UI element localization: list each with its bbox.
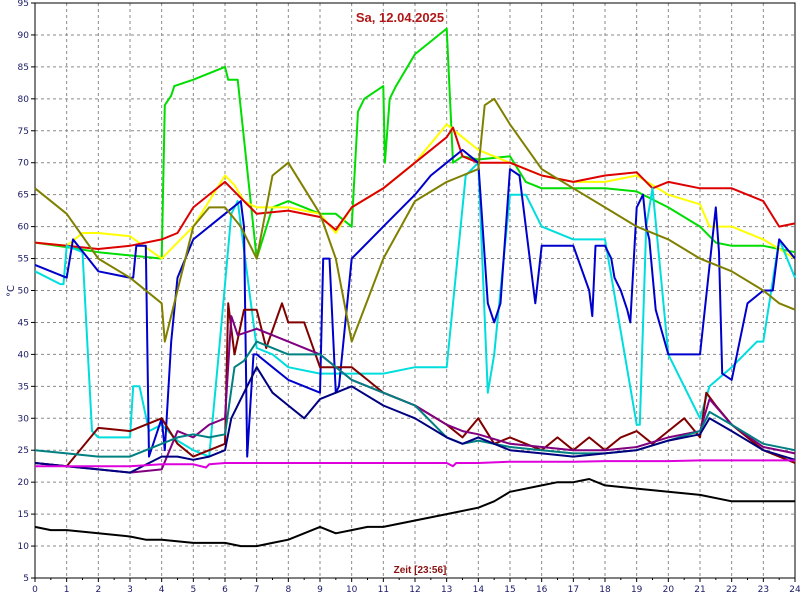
y-tick-label: 70 [18,159,30,169]
x-tick-label: 14 [473,585,485,595]
x-tick-label: 1 [64,585,70,595]
x-tick-label: 12 [409,585,420,595]
x-tick-label: 13 [441,585,452,595]
y-tick-label: 10 [18,542,30,552]
x-tick-label: 8 [285,585,291,595]
y-tick-label: 25 [18,446,29,456]
y-tick-label: 50 [18,287,30,297]
y-tick-label: 45 [18,318,29,328]
series-line-12 [34,478,795,548]
series-line-6 [34,97,796,343]
x-tick-label: 22 [726,585,737,595]
y-tick-label: 15 [18,510,29,520]
y-tick-label: 75 [18,127,29,137]
y-axis-label: °C [6,285,17,297]
series-line-10 [34,366,796,474]
x-tick-label: 15 [504,585,515,595]
x-tick-label: 24 [789,585,800,595]
x-tick-label: 20 [663,585,675,595]
x-tick-label: 0 [32,585,38,595]
axes [31,2,796,582]
series-line-11 [35,459,795,469]
x-tick-label: 9 [317,585,323,595]
x-tick-label: 5 [190,585,196,595]
x-tick-label: 7 [254,585,260,595]
x-tick-label: 21 [694,585,705,595]
y-tick-label: 95 [18,0,29,9]
chart-title: Sa, 12.04.2025 [356,10,444,25]
y-tick-label: 90 [18,31,30,41]
series-line-5 [34,148,796,458]
y-tick-label: 35 [18,382,29,392]
y-tick-label: 80 [18,95,30,105]
y-tick-label: 20 [18,478,30,488]
x-tick-label: 6 [222,585,228,595]
y-tick-label: 60 [18,223,30,233]
y-tick-label: 55 [18,255,29,265]
series-line-4 [34,161,796,458]
x-tick-label: 18 [599,585,611,595]
y-tick-label: 30 [18,414,30,424]
series-group [34,27,796,548]
x-tick-label: 3 [127,585,133,595]
y-tick-label: 65 [18,191,29,201]
x-tick-label: 16 [536,585,548,595]
y-tick-label: 40 [18,350,30,360]
x-tick-label: 19 [631,585,643,595]
y-tick-label: 85 [18,63,29,73]
y-tick-label: 5 [23,574,29,584]
series-line-1 [34,27,796,260]
x-tick-label: 2 [95,585,101,595]
x-tick-label: 17 [568,585,579,595]
series-line-3 [34,126,796,250]
tick-labels: 0 1 2 3 4 5 6 7 8 9 10 11 12 13 14 15 16 17 18 19 20 21 22 23 24… [18,0,800,595]
x-tick-label: 4 [159,585,165,595]
x-axis-label: Zeit [23:56] [394,565,447,576]
x-tick-label: 23 [758,585,769,595]
x-tick-label: 11 [378,585,389,595]
x-tick-label: 10 [346,585,358,595]
